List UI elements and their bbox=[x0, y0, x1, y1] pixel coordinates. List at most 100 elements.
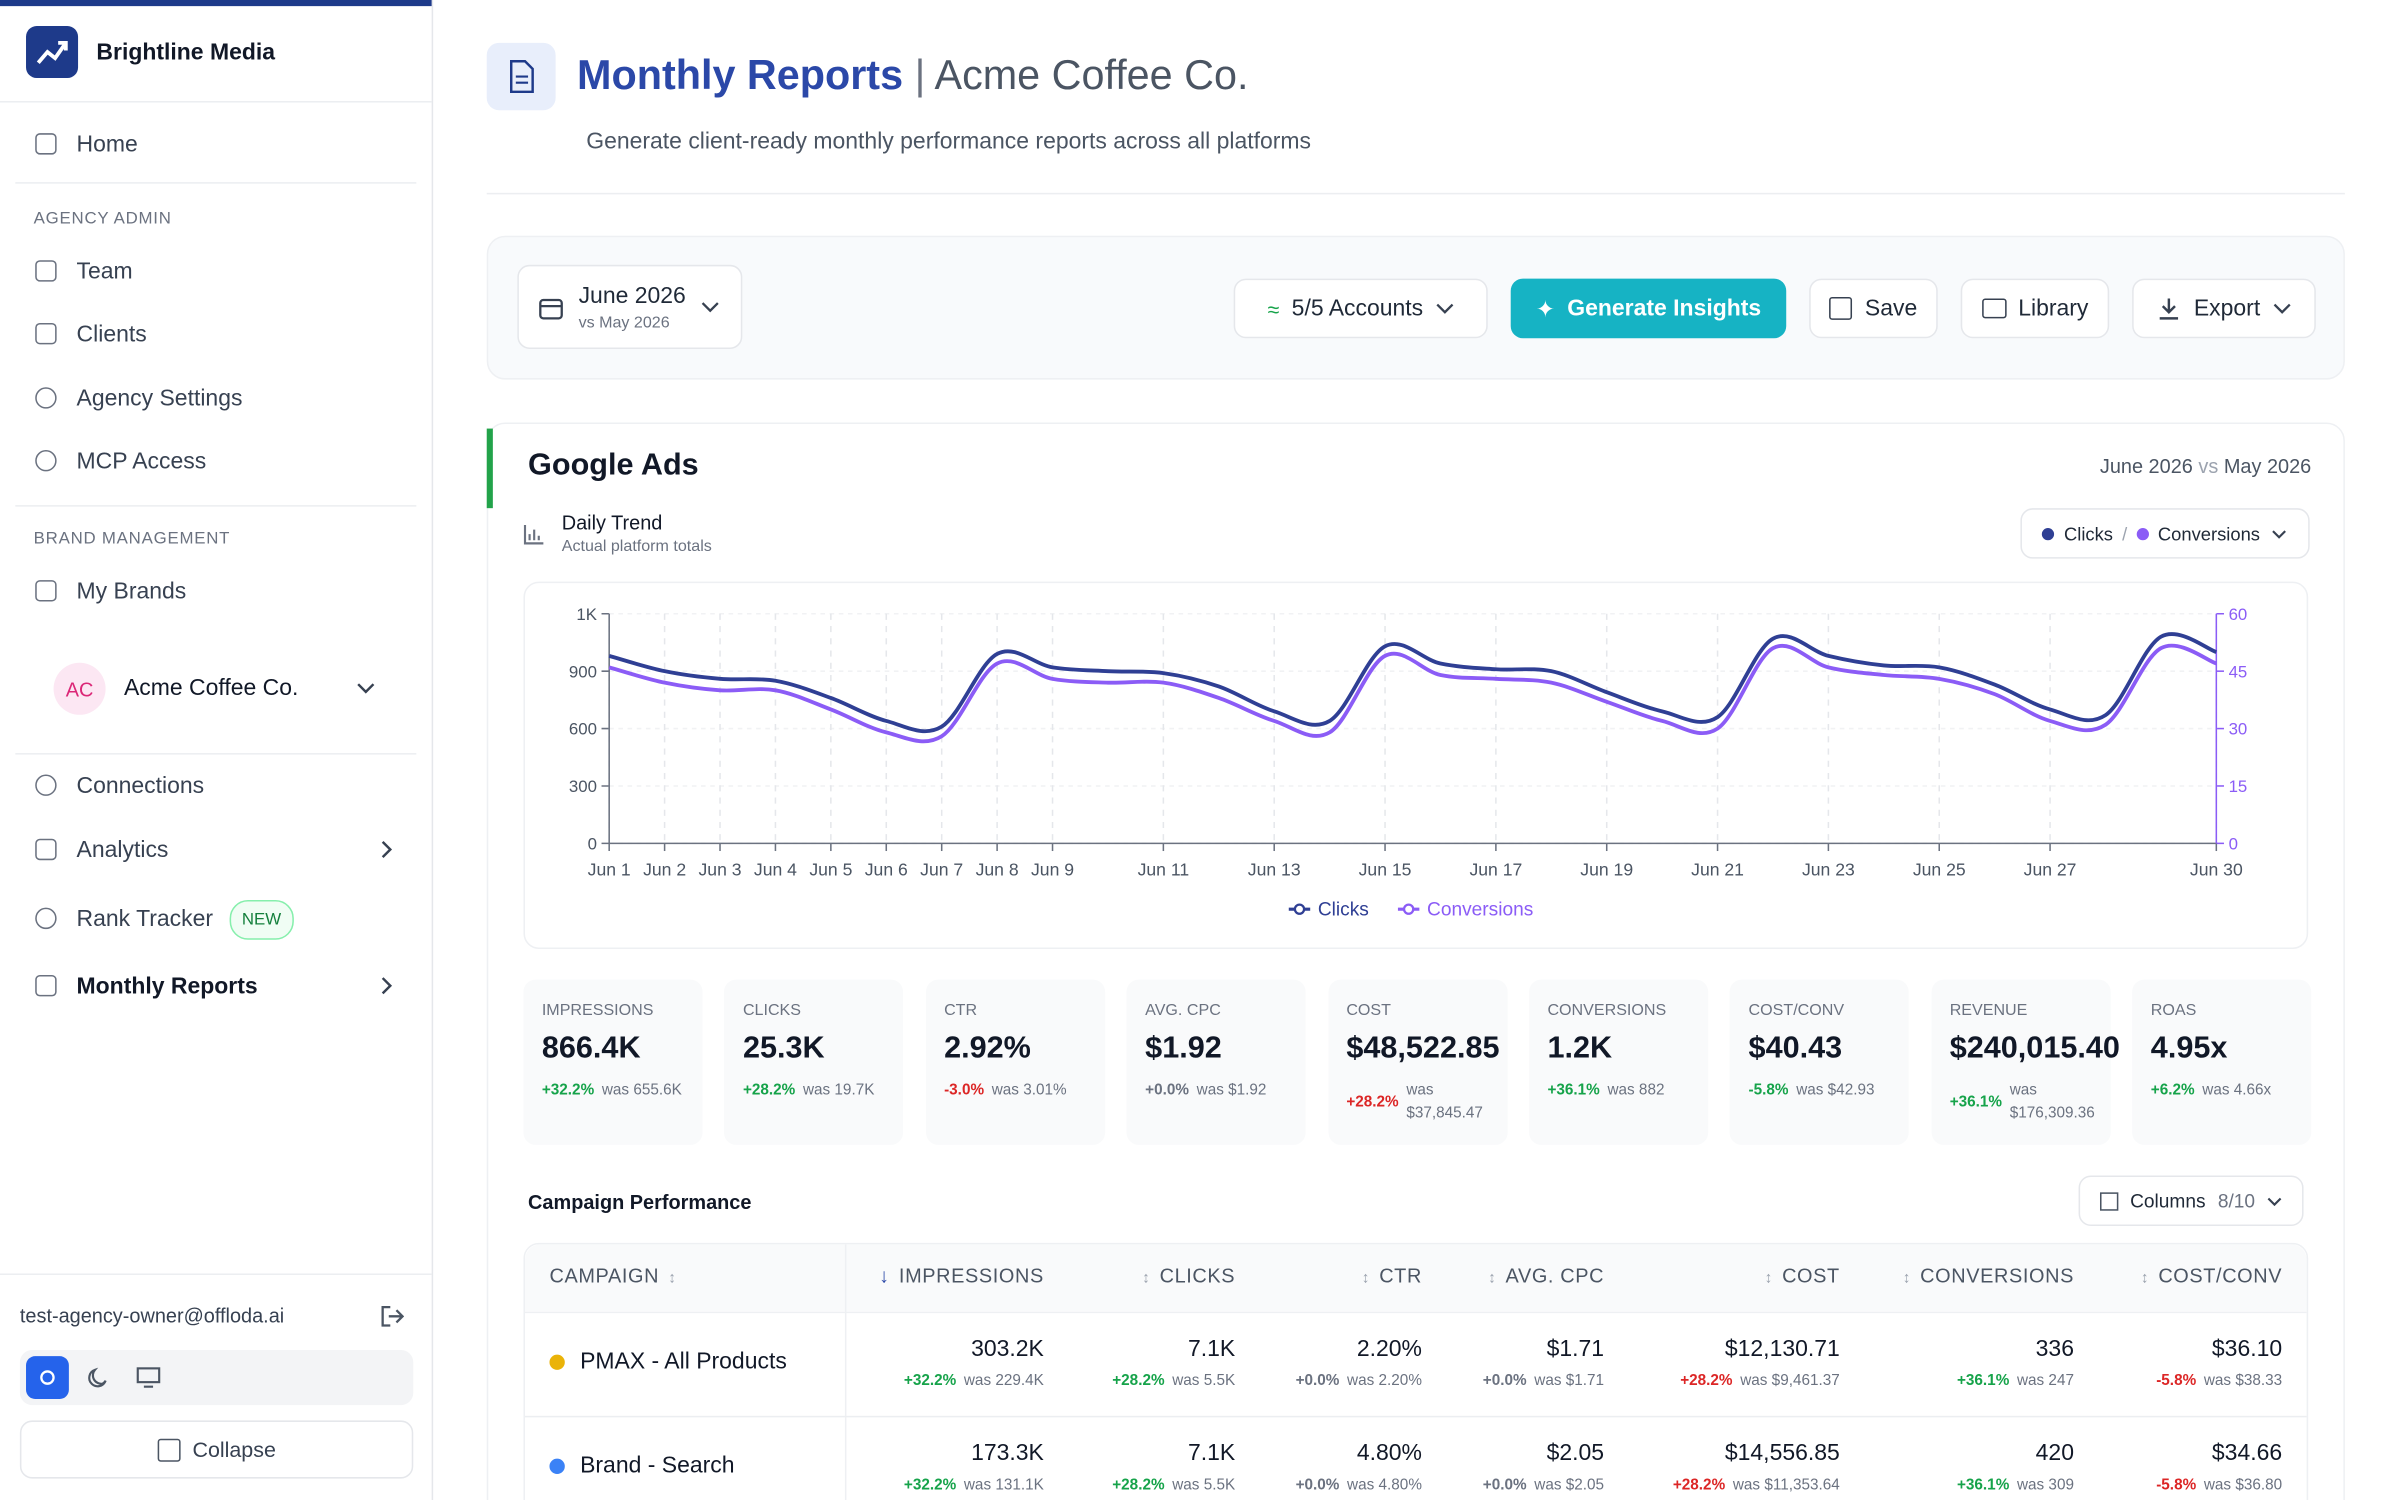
chevron bbox=[1436, 303, 1454, 314]
column-header-label: CLICKS bbox=[1159, 1264, 1236, 1288]
sort-icon: ↕ bbox=[2140, 1270, 2150, 1288]
y-tick-label: 0 bbox=[588, 834, 597, 853]
logo-icon bbox=[36, 40, 68, 65]
trend-title: Daily Trend bbox=[561, 511, 663, 535]
logout-icon[interactable] bbox=[380, 1304, 405, 1328]
save-button[interactable]: Save bbox=[1809, 278, 1938, 339]
kpi-label: COST/CONV bbox=[1748, 1001, 1845, 1020]
y2-tick-label: 60 bbox=[2229, 605, 2248, 624]
cell-change-pct: +36.1% bbox=[1956, 1477, 2010, 1494]
cell-value: 173.3K bbox=[971, 1440, 1044, 1467]
kpi-change-row: +28.2% was $37,845.47 bbox=[1346, 1079, 1488, 1125]
legend-marker bbox=[1293, 903, 1306, 915]
column-header-label: CONVERSIONS bbox=[1920, 1264, 2074, 1288]
toggle-label: Clicks bbox=[2063, 522, 2113, 545]
kpi-value: $1.92 bbox=[1145, 1031, 1222, 1066]
platform-period: June 2026 vs May 2026 bbox=[2100, 455, 2311, 478]
cell-value: $34.66 bbox=[2211, 1440, 2283, 1467]
kpi-change: -3.0% bbox=[944, 1082, 985, 1099]
section-label: BRAND MANAGEMENT bbox=[33, 529, 231, 548]
kpi-label: ROAS bbox=[2150, 1001, 2197, 1020]
x-tick-label: Jun 9 bbox=[1031, 860, 1074, 880]
nav-icon bbox=[35, 838, 57, 861]
nav-item-active[interactable]: Monthly Reports bbox=[76, 973, 258, 1000]
cell-change-pct: +28.2% bbox=[1680, 1372, 1733, 1390]
chevron bbox=[2271, 529, 2286, 538]
column-header-label: IMPRESSIONS bbox=[898, 1264, 1044, 1288]
column-divider bbox=[844, 1244, 847, 1500]
generate-button[interactable]: ✦ Generate Insights bbox=[1510, 278, 1787, 339]
x-tick-label: Jun 27 bbox=[2024, 860, 2077, 880]
metric-toggle[interactable]: Clicks / Conversions bbox=[2020, 508, 2310, 559]
collapse-button[interactable]: Collapse bbox=[19, 1420, 414, 1479]
client-name: Acme Coffee Co. bbox=[934, 52, 1249, 98]
calendar-icon bbox=[539, 298, 563, 319]
table-header bbox=[524, 1244, 2307, 1314]
cell-was: was $9,461.37 bbox=[1740, 1372, 1840, 1390]
top-bar bbox=[0, 0, 432, 7]
column-header: ↕ CLICKS bbox=[1142, 1264, 1235, 1287]
theme-system[interactable] bbox=[136, 1367, 161, 1388]
cell-change-pct: +0.0% bbox=[1482, 1372, 1527, 1390]
export-button[interactable]: Export bbox=[2132, 278, 2316, 339]
cell-was: was 2.20% bbox=[1347, 1372, 1422, 1390]
series-line bbox=[608, 643, 2218, 744]
column-header-label: CTR bbox=[1379, 1264, 1422, 1288]
generate-label: Generate Insights bbox=[1567, 295, 1762, 322]
nav-item[interactable]: Rank Tracker bbox=[76, 906, 214, 933]
cell-value: 336 bbox=[2035, 1336, 2074, 1363]
nav-item[interactable]: Analytics bbox=[76, 837, 169, 864]
sun-icon bbox=[40, 1370, 55, 1385]
column-header: ↕ CONVERSIONS bbox=[1903, 1264, 2074, 1287]
nav-item[interactable]: Team bbox=[76, 258, 133, 285]
kpi-change-row: -5.8% was $42.93 bbox=[1749, 1079, 1891, 1102]
y-tick-label: 900 bbox=[569, 662, 597, 681]
sort-icon: ↓ bbox=[879, 1264, 890, 1288]
theme-light[interactable] bbox=[26, 1356, 69, 1399]
nav-home[interactable]: Home bbox=[76, 131, 138, 158]
brand-selector[interactable]: Acme Coffee Co. bbox=[123, 674, 299, 702]
cell-change-pct: +28.2% bbox=[1112, 1477, 1165, 1494]
nav-item[interactable]: MCP Access bbox=[76, 448, 207, 475]
kpi-change: +36.1% bbox=[1949, 1093, 2003, 1111]
library-button[interactable]: Library bbox=[1960, 278, 2110, 339]
vs: vs bbox=[2198, 454, 2219, 478]
collapse-icon bbox=[157, 1438, 181, 1461]
kpi-change: -5.8% bbox=[1748, 1082, 1789, 1099]
cell-value: 4.80% bbox=[1356, 1440, 1422, 1467]
kpi-value: 866.4K bbox=[541, 1031, 641, 1066]
kpi-value: 4.95x bbox=[2150, 1031, 2228, 1066]
sort-icon: ↕ bbox=[1361, 1270, 1371, 1288]
kpi-card: AVG. CPC $1.92 +0.0% was $1.92 bbox=[1126, 979, 1306, 1145]
cell-change: +36.1% was 247 bbox=[1957, 1373, 2074, 1390]
x-tick-label: Jun 3 bbox=[698, 860, 741, 880]
chevron bbox=[2273, 303, 2291, 314]
x-tick-label: Jun 25 bbox=[1913, 860, 1966, 880]
period-picker[interactable]: June 2026 vs May 2026 bbox=[517, 264, 743, 349]
sort-icon: ↕ bbox=[1764, 1270, 1773, 1288]
kpi-change-row: +6.2% was 4.66x bbox=[2151, 1079, 2293, 1102]
cell-was: was $1.71 bbox=[1534, 1372, 1605, 1390]
row-divider bbox=[524, 1415, 2307, 1418]
kpi-label: IMPRESSIONS bbox=[541, 1001, 654, 1020]
series-line bbox=[608, 632, 2218, 734]
nav-item[interactable]: My Brands bbox=[76, 578, 187, 605]
compare-label: vs May 2026 bbox=[578, 313, 670, 332]
cell-change-pct: +36.1% bbox=[1956, 1372, 2010, 1390]
columns-button[interactable]: Columns 8/10 bbox=[2078, 1175, 2304, 1227]
cell-change-pct: +28.2% bbox=[1112, 1372, 1165, 1390]
nav-item[interactable]: Connections bbox=[76, 772, 205, 799]
legend-label: Clicks bbox=[1318, 899, 1369, 920]
theme-dark[interactable] bbox=[87, 1367, 108, 1388]
cell-value: 2.20% bbox=[1356, 1336, 1422, 1363]
sidebar bbox=[0, 0, 434, 1500]
platform-panel bbox=[486, 422, 2345, 1500]
sort-icon: ↕ bbox=[1142, 1270, 1151, 1288]
kpi-was: was 3.01% bbox=[991, 1082, 1067, 1099]
y-tick-label: 1K bbox=[576, 605, 597, 624]
cell-change-pct: +0.0% bbox=[1295, 1477, 1340, 1494]
kpi-change-row: +0.0% was $1.92 bbox=[1145, 1079, 1287, 1102]
accounts-button[interactable]: ≈5/5 Accounts bbox=[1233, 278, 1488, 339]
nav-item[interactable]: Agency Settings bbox=[76, 385, 243, 412]
nav-item[interactable]: Clients bbox=[76, 321, 147, 348]
